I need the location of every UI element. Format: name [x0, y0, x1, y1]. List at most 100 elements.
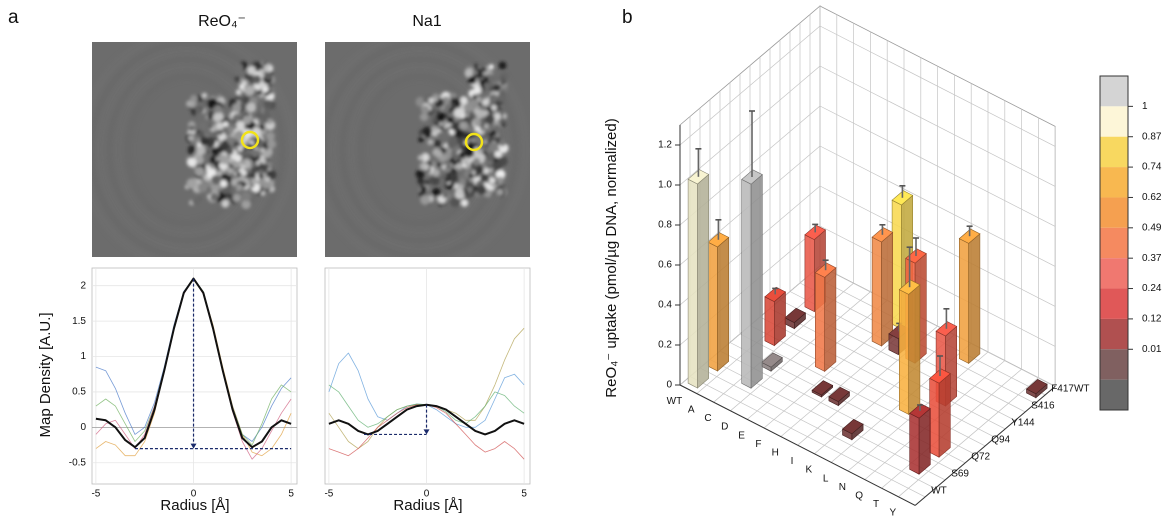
map-blob — [221, 184, 232, 195]
map-blob — [262, 178, 272, 189]
x-tick-label: T — [873, 499, 879, 510]
map-blob — [420, 143, 430, 153]
map-blob — [428, 97, 435, 104]
map-blob — [499, 79, 507, 86]
x-tick-label: Y — [889, 508, 896, 519]
bar-face — [828, 386, 851, 402]
map-blob — [422, 163, 430, 171]
depth-tick-label: Q94 — [991, 435, 1010, 446]
map-blob — [455, 162, 463, 170]
map-blob — [462, 163, 467, 168]
colorbar-label: 0.12 — [1142, 314, 1162, 325]
bar — [764, 286, 787, 347]
bar — [811, 380, 834, 398]
map-blob — [474, 126, 481, 133]
map-blob — [250, 183, 255, 189]
map-ring — [92, 42, 285, 257]
arrow-head — [190, 443, 197, 449]
grid-line — [819, 65, 1056, 187]
map-blob — [213, 104, 223, 114]
map-blob — [232, 193, 241, 203]
map-blob — [500, 76, 506, 81]
map-blob — [267, 139, 277, 149]
bar — [958, 228, 981, 365]
colorbar-swatch — [1100, 167, 1128, 198]
z-tick-label: 0.2 — [658, 340, 672, 351]
colorbar-swatch — [1100, 227, 1128, 259]
map-blob — [241, 199, 251, 210]
map-blob — [241, 182, 247, 188]
map-blob — [478, 90, 486, 98]
map-blob — [459, 179, 466, 186]
map-blob — [432, 168, 440, 177]
map-blob — [438, 125, 445, 132]
map-blob — [232, 113, 242, 123]
map-blob — [198, 121, 208, 132]
map-blob — [255, 112, 263, 119]
map-blob — [191, 109, 197, 115]
map-blob — [246, 65, 256, 75]
x-tick-label: N — [839, 482, 846, 493]
map-blob — [241, 95, 250, 105]
map-blob — [209, 156, 217, 164]
bar — [741, 169, 763, 389]
y-axis-label: Map Density [A.U.] — [37, 312, 54, 437]
map-blob — [499, 139, 506, 147]
x-tick-label: 5 — [288, 489, 294, 500]
x-tick-label: -5 — [324, 489, 333, 500]
colorbar-label: 0.87 — [1142, 131, 1162, 142]
map-blob — [454, 132, 459, 137]
x-tick-label: A — [688, 405, 695, 416]
panel-label: b — [622, 7, 633, 28]
floor-grid-line — [730, 291, 871, 412]
map-blob — [499, 117, 506, 124]
bar-face — [968, 233, 981, 365]
colorbar-label: 0.49 — [1142, 222, 1162, 233]
grid-line — [819, 145, 1056, 267]
map-blob — [480, 129, 485, 135]
map-blob — [451, 122, 460, 131]
bar-face — [750, 173, 763, 389]
bar — [707, 232, 730, 372]
x-tick-label: -5 — [91, 489, 100, 500]
map-blob — [259, 125, 265, 131]
map-blob — [450, 97, 457, 104]
x-tick-label: 0 — [191, 489, 197, 500]
map-blob — [219, 155, 229, 165]
map-blob — [241, 191, 251, 202]
x-axis-label: Radius [Å] — [160, 497, 229, 514]
depth-tick-label: Y144 — [1011, 418, 1035, 429]
bar-face — [717, 236, 730, 372]
bar-face — [707, 241, 718, 372]
bar — [841, 419, 864, 441]
colorbar-swatch — [1100, 197, 1128, 228]
density-map — [325, 42, 530, 257]
colorbar-swatch — [1100, 379, 1128, 410]
map-blob — [431, 130, 438, 137]
y-tick-label: 1.5 — [72, 316, 86, 327]
map-blob — [494, 150, 502, 158]
bar-face — [687, 178, 698, 389]
map-blob — [420, 153, 430, 162]
bar-face — [898, 289, 910, 415]
bar — [871, 227, 894, 347]
map-blob — [235, 63, 244, 72]
map-blob — [237, 145, 244, 152]
map-blob — [444, 176, 451, 183]
map-blobs — [415, 61, 509, 208]
z-tick-label: 0 — [666, 380, 672, 391]
map-blob — [433, 97, 439, 102]
map-blob — [415, 169, 425, 179]
map-blob — [477, 102, 483, 107]
y-tick-label: 0 — [80, 422, 86, 433]
bar-face — [697, 173, 710, 389]
map-blob — [221, 199, 230, 208]
floor-grid-line — [898, 377, 1039, 498]
map-blob — [257, 90, 262, 95]
map-blob — [232, 102, 242, 113]
plot-area — [91, 267, 298, 485]
map-blob — [227, 126, 235, 134]
map-blob — [438, 202, 443, 207]
bar-face — [918, 407, 931, 475]
